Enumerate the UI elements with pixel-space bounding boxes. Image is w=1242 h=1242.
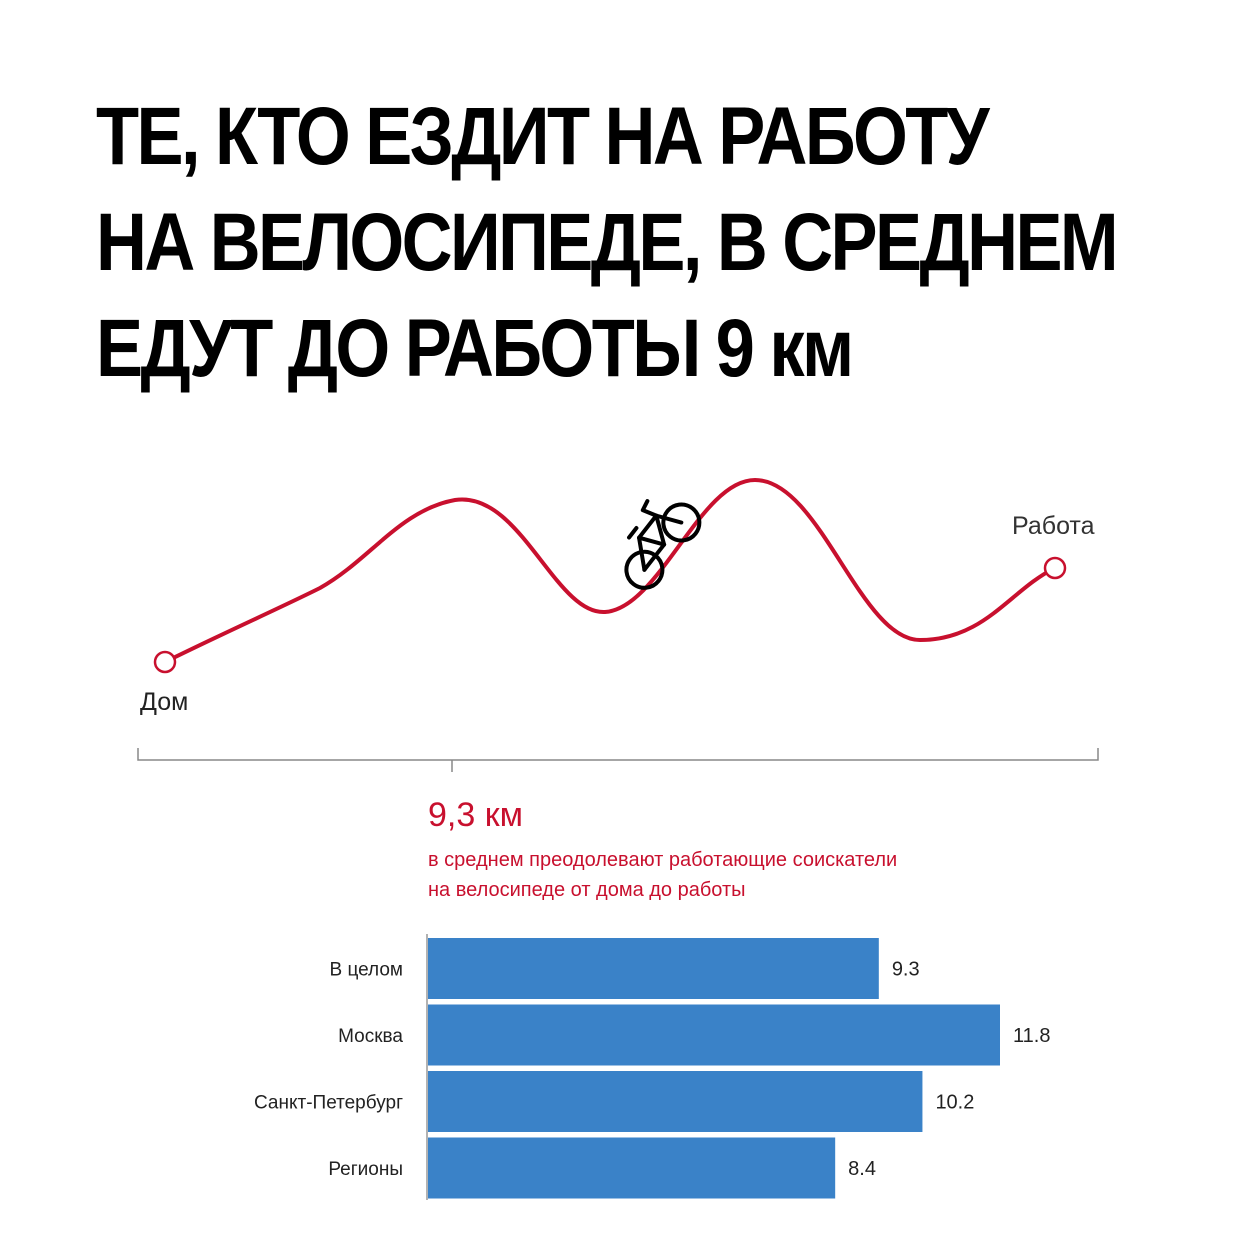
route-illustration: [137, 477, 1099, 772]
bicycle-icon: [624, 499, 702, 590]
value-label: 10.2: [935, 1092, 974, 1114]
headline-line-3: ЕДУТ ДО РАБОТЫ 9 км: [96, 303, 854, 394]
work-label: Работа: [1012, 512, 1095, 540]
headline: ТЕ, КТО ЕЗДИТ НА РАБОТУ НА ВЕЛОСИПЕДЕ, В…: [96, 84, 1119, 402]
home-label: Дом: [140, 688, 189, 716]
distance-bracket: [137, 748, 1099, 772]
category-label: Регионы: [328, 1159, 403, 1180]
description-line-2: на велосипеде от дома до работы: [428, 879, 746, 901]
headline-line-1: ТЕ, КТО ЕЗДИТ НА РАБОТУ: [96, 91, 990, 182]
bar: [428, 1137, 836, 1199]
bar: [428, 938, 879, 999]
bar: [428, 1071, 923, 1132]
bar: [428, 1004, 1000, 1066]
category-label: Москва: [338, 1026, 403, 1047]
headline-line-2: НА ВЕЛОСИПЕДЕ, В СРЕДНЕМ: [96, 197, 1119, 288]
bar-chart: В целом 9.3 Москва 11.8 Санкт-Петербург 10.2 Р…: [254, 934, 1050, 1200]
category-label: В целом: [330, 960, 404, 981]
value-label: 8.4: [848, 1158, 876, 1180]
work-marker: [1043, 556, 1067, 580]
value-label: 9.3: [892, 959, 920, 981]
average-distance-description: в среднем преодолевают работающие соиска…: [428, 845, 1048, 905]
description-line-1: в среднем преодолевают работающие соиска…: [428, 849, 898, 871]
home-marker: [153, 650, 177, 674]
route-line: [163, 477, 1057, 664]
value-label: 11.8: [1013, 1025, 1050, 1047]
category-label: Санкт-Петербург: [254, 1093, 403, 1114]
average-distance-value: 9,3 км: [428, 796, 523, 834]
